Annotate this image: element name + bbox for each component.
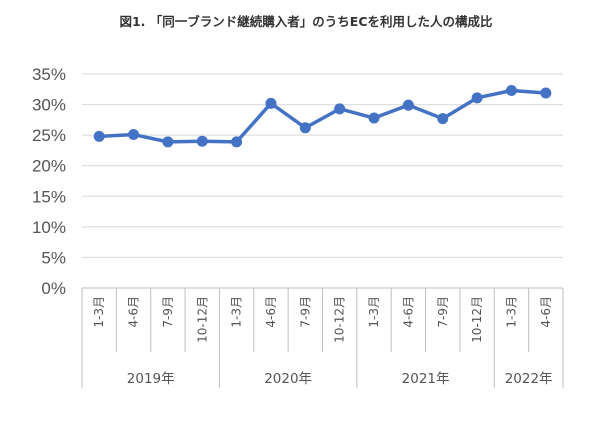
x-tick-label: 1-3月: [92, 296, 106, 328]
y-tick-label: 20%: [32, 157, 66, 176]
y-tick-label: 35%: [32, 65, 66, 84]
x-tick-label: 7-9月: [436, 296, 450, 328]
x-tick-label: 10-12月: [333, 296, 347, 343]
y-axis-ticks: 0% 5% 10% 15% 20% 25% 30% 35%: [32, 65, 66, 298]
data-point: [505, 85, 517, 97]
data-point: [196, 135, 208, 147]
x-tick-label: 10-12月: [195, 296, 209, 343]
x-tick-label: 1-3月: [230, 296, 244, 328]
y-tick-label: 25%: [32, 126, 66, 145]
data-point: [437, 113, 449, 125]
data-point: [540, 87, 552, 99]
y-tick-label: 0%: [41, 279, 66, 298]
x-tick-label: 4-6月: [401, 296, 415, 328]
x-tick-label: 7-9月: [161, 296, 175, 328]
chart-title: 図1. 「同一ブランド継続購入者」のうちECを利用した人の構成比: [119, 14, 493, 29]
data-point: [162, 136, 174, 148]
data-point: [128, 129, 140, 141]
series-layer: [93, 85, 552, 148]
y-tick-label: 15%: [32, 187, 66, 206]
x-tick-label: 4-6月: [539, 296, 553, 328]
x-tick-label: 7-9月: [298, 296, 312, 328]
data-point: [265, 97, 277, 109]
x-tick-label: 4-6月: [127, 296, 141, 328]
x-tick-label: 1-3月: [504, 296, 518, 328]
data-point: [334, 103, 346, 115]
data-point: [402, 99, 414, 111]
data-point: [299, 122, 311, 134]
x-tick-label: 1-3月: [367, 296, 381, 328]
series-line: [97, 88, 548, 144]
x-axis: 1-3月 4-6月 7-9月 10-12月 1-3月 4-6月 7-9月 10-12月 1-3月…: [81, 288, 564, 388]
data-point: [471, 92, 483, 104]
data-point: [231, 136, 243, 148]
data-point: [93, 130, 105, 142]
x-group-label: 2022年: [505, 371, 553, 387]
x-group-label: 2021年: [402, 371, 450, 387]
y-tick-label: 10%: [32, 218, 66, 237]
x-tick-label: 4-6月: [264, 296, 278, 328]
y-tick-label: 5%: [41, 248, 66, 267]
data-point: [368, 112, 380, 124]
x-group-label: 2020年: [264, 371, 312, 387]
grid-layer: [82, 73, 563, 289]
y-tick-label: 30%: [32, 96, 66, 115]
x-group-label: 2019年: [127, 371, 175, 387]
x-tick-label: 10-12月: [470, 296, 484, 343]
